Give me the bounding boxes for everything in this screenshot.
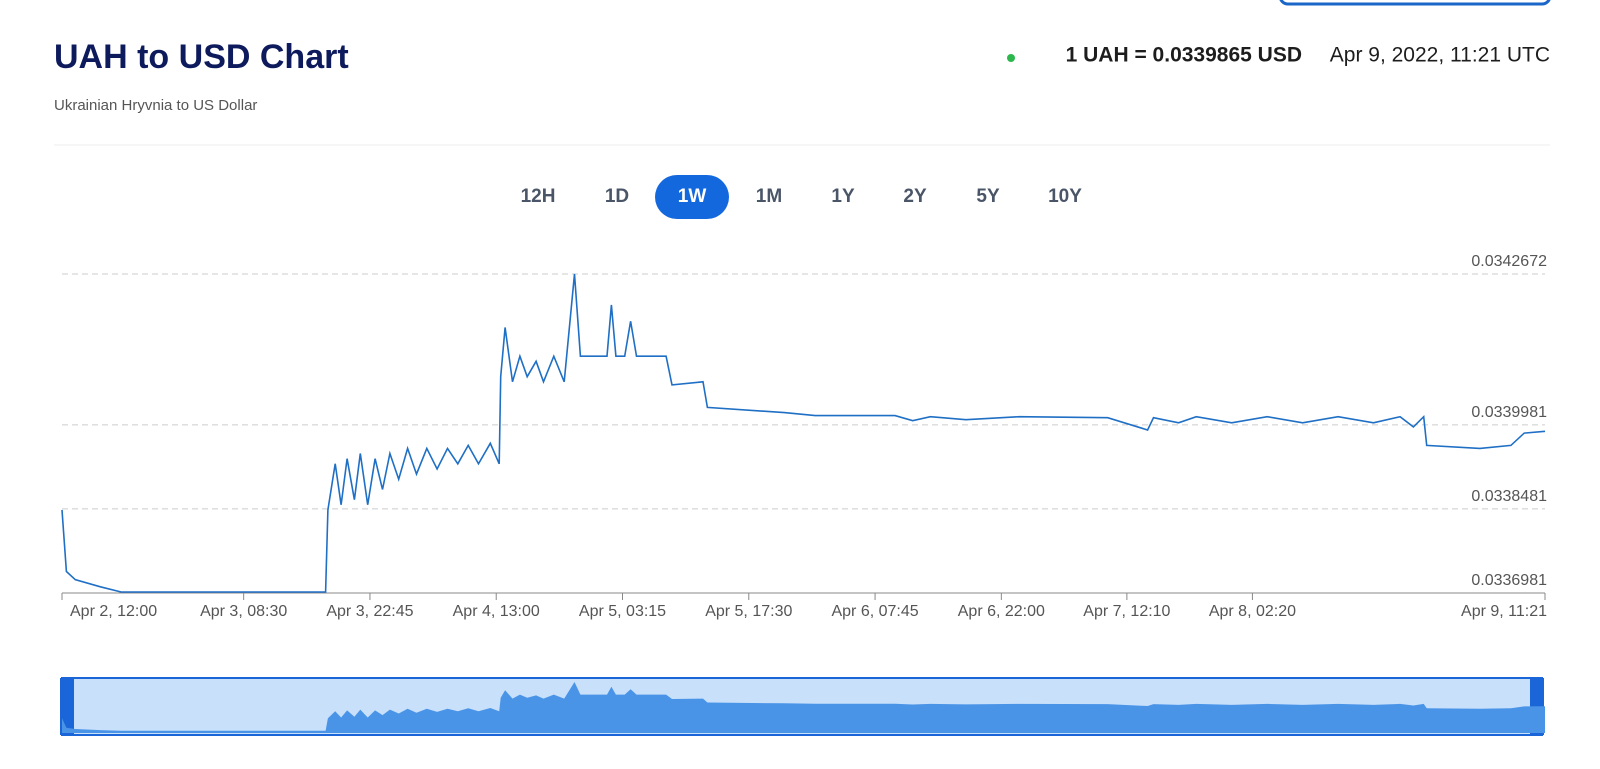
range-button[interactable]: 2Y (903, 186, 927, 207)
timestamp: Apr 9, 2022, 11:21 UTC (1330, 44, 1550, 67)
title: UAH to USD Chart (54, 38, 349, 76)
range-button[interactable]: 10Y (1048, 186, 1082, 207)
x-tick-label: Apr 6, 22:00 (958, 603, 1045, 620)
navigator-handle[interactable] (60, 678, 74, 735)
range-button[interactable]: 1Y (831, 186, 855, 207)
x-tick-label: Apr 2, 12:00 (70, 603, 157, 620)
x-tick-label: Apr 3, 22:45 (326, 603, 413, 620)
price-line (61, 273, 1546, 593)
y-tick-label: 0.0339981 (1471, 404, 1547, 421)
status-dot (1007, 54, 1015, 62)
x-tick-label: Apr 6, 07:45 (831, 603, 918, 620)
range-button-active[interactable] (655, 175, 729, 219)
range-button[interactable]: 1M (756, 186, 782, 207)
y-tick-label: 0.0336981 (1471, 572, 1547, 589)
x-tick-label: Apr 8, 02:20 (1209, 603, 1296, 620)
y-tick-label: 0.0342672 (1471, 253, 1547, 270)
range-buttons: 12H 1D 1W 1M 1Y 2Y 5Y 10Y (521, 175, 1082, 219)
x-tick-label: Apr 5, 17:30 (705, 603, 792, 620)
x-tick-label: Apr 4, 13:00 (453, 603, 540, 620)
x-tick-label: Apr 9, 11:21 (1461, 603, 1547, 620)
range-button[interactable]: 1D (605, 186, 629, 207)
rate: 1 UAH = 0.0339865 USD (1066, 44, 1302, 67)
range-button[interactable]: 12H (521, 186, 556, 207)
top-button[interactable] (1279, 0, 1551, 6)
subtitle: Ukrainian Hryvnia to US Dollar (54, 97, 257, 114)
x-tick-label: Apr 3, 08:30 (200, 603, 287, 620)
x-tick-label: Apr 7, 12:10 (1083, 603, 1170, 620)
range-button[interactable]: 5Y (976, 186, 1000, 207)
y-tick-label: 0.0338481 (1471, 488, 1547, 505)
x-tick-label: Apr 5, 03:15 (579, 603, 666, 620)
navigator-area (62, 682, 1545, 733)
range-button[interactable]: 1W (678, 186, 707, 207)
